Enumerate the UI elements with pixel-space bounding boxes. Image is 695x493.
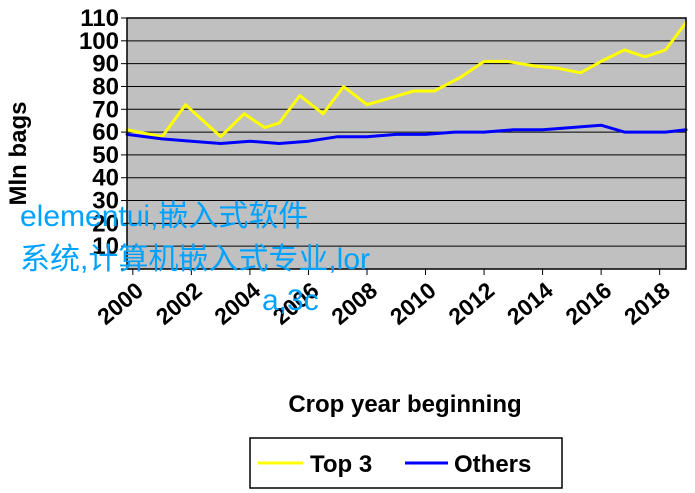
y-tick-label: 40 xyxy=(92,165,119,192)
y-tick-label: 30 xyxy=(92,188,119,215)
y-tick-label: 60 xyxy=(92,119,119,146)
x-tick-label: 2016 xyxy=(560,277,616,330)
y-axis-title: Mln bags xyxy=(5,101,32,205)
series-line-others xyxy=(125,123,688,145)
overlay-caption-line-2: 系统,计算机嵌入式专业,lor xyxy=(20,243,370,276)
x-tick-label: 2000 xyxy=(92,277,148,330)
x-tick-label: 2004 xyxy=(209,277,265,330)
x-tick-label: 2002 xyxy=(151,277,207,330)
y-tick-label: 110 xyxy=(80,5,119,32)
y-tick-label: 50 xyxy=(92,142,119,169)
y-tick-label: 20 xyxy=(92,210,119,237)
y-tick-label: 100 xyxy=(79,28,119,55)
y-tick-label: 80 xyxy=(92,73,119,100)
legend-label-others: Others xyxy=(454,451,531,478)
x-axis-title: Crop year beginning xyxy=(288,391,521,418)
series-layer xyxy=(125,21,688,145)
overlay-caption: elementui,嵌入式软件 系统,计算机嵌入式专业,lor a,3c xyxy=(20,200,370,317)
y-tick-label: 70 xyxy=(92,96,119,123)
x-tick-label: 2012 xyxy=(443,277,499,330)
x-tick-label: 2018 xyxy=(619,277,675,330)
x-tick-label: 2008 xyxy=(326,277,382,330)
y-tick-label: 90 xyxy=(92,51,119,78)
y-tick-label: 10 xyxy=(92,233,119,260)
series-line-top-3 xyxy=(125,21,688,139)
gridlines xyxy=(127,17,686,270)
x-tick-label: 2014 xyxy=(502,277,558,330)
x-tick-label: 2010 xyxy=(385,277,441,330)
x-axis-tick-labels: 2000 2002 2004 2006 2008 2010 2012 2014 2016 2018 xyxy=(92,269,675,330)
overlay-caption-line-1: elementui,嵌入式软件 xyxy=(20,200,308,233)
plot-border xyxy=(126,17,687,270)
legend-label-top-3: Top 3 xyxy=(310,451,372,478)
legend: Top 3 Others xyxy=(249,437,563,489)
overlay-caption-line-3: a,3c xyxy=(262,284,319,317)
